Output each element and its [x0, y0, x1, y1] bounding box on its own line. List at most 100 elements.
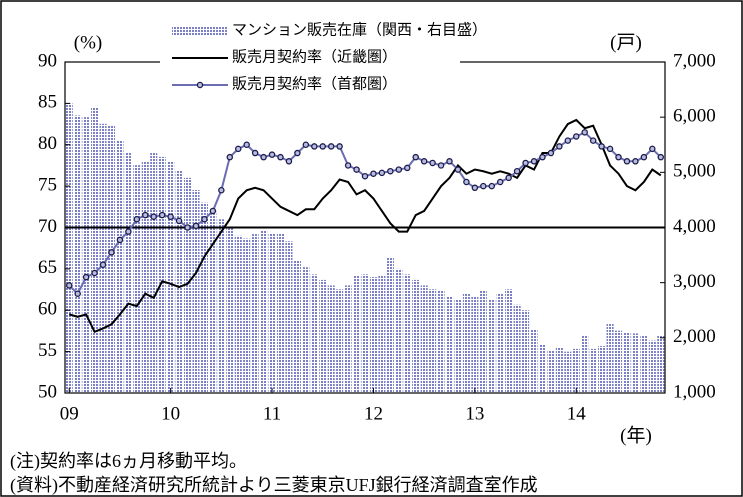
marker: [522, 159, 529, 167]
x-unit: (年): [620, 424, 652, 446]
legend-label: 販売月契約率（近畿圏）: [232, 48, 397, 65]
marker: [640, 153, 648, 161]
marker: [344, 162, 352, 169]
bar: [327, 285, 335, 393]
bar: [657, 335, 665, 393]
marker: [598, 143, 605, 150]
bar: [403, 274, 411, 393]
marker: [251, 149, 259, 157]
note: (注)契約率は6ヵ月移動平均。: [10, 451, 247, 472]
marker: [378, 169, 386, 177]
bar: [631, 333, 639, 393]
bar: [378, 275, 386, 393]
bar: [581, 335, 589, 393]
bar: [99, 123, 107, 393]
marker: [218, 187, 225, 194]
bar: [353, 275, 361, 393]
bar: [429, 289, 437, 393]
marker: [370, 170, 377, 177]
marker: [606, 145, 614, 153]
bar: [141, 161, 149, 393]
bar: [260, 230, 268, 393]
bar: [395, 268, 403, 393]
marker: [556, 143, 563, 150]
marker: [142, 211, 149, 219]
bar: [513, 304, 521, 393]
y2-tick-label: 5,000: [673, 161, 716, 182]
bar: [124, 153, 132, 393]
marker: [108, 249, 115, 256]
y2-tick-label: 4,000: [673, 216, 716, 237]
y-tick-label: 75: [38, 174, 57, 195]
y2-tick-label: 1,000: [673, 381, 716, 402]
bar: [640, 335, 648, 393]
marker: [311, 143, 318, 150]
bar: [479, 290, 487, 393]
line: [68, 118, 662, 334]
marker: [336, 143, 343, 150]
marker: [285, 158, 293, 165]
bar: [293, 260, 301, 393]
marker: [615, 153, 622, 161]
marker: [158, 211, 166, 219]
marker: [277, 153, 284, 161]
y-tick-label: 80: [38, 133, 57, 154]
marker: [234, 145, 242, 153]
marker: [437, 162, 445, 169]
bar: [538, 344, 547, 393]
bar: [192, 189, 200, 393]
marker: [125, 228, 132, 235]
marker: [116, 236, 124, 244]
marker: [133, 215, 141, 223]
legend-label: マンション販売在庫（関西・右目盛）: [232, 21, 487, 38]
left-unit: (%): [74, 32, 102, 53]
marker: [420, 158, 428, 165]
marker: [649, 145, 656, 153]
marker: [471, 184, 479, 192]
marker: [353, 166, 360, 173]
marker: [226, 153, 234, 161]
marker: [243, 141, 250, 148]
marker: [581, 129, 588, 136]
bar: [209, 210, 217, 393]
bar: [158, 156, 166, 393]
marker: [184, 224, 191, 231]
marker: [496, 178, 504, 186]
bar: [302, 267, 310, 393]
bar: [361, 274, 369, 393]
marker: [150, 213, 157, 220]
y-tick-label: 85: [38, 92, 57, 113]
bar: [74, 115, 82, 394]
marker: [488, 182, 496, 190]
bar: [555, 347, 563, 393]
legend-swatch: [172, 26, 228, 36]
bar: [336, 289, 344, 393]
marker: [91, 269, 98, 277]
bar: [344, 285, 352, 393]
y2-tick-label: 3,000: [673, 271, 716, 292]
y2-tick-label: 7,000: [673, 50, 716, 71]
marker: [82, 273, 90, 281]
marker: [657, 153, 665, 161]
y-tick-label: 60: [38, 299, 57, 320]
bar: [445, 296, 454, 393]
bar: [226, 227, 234, 393]
bar: [276, 233, 285, 393]
marker: [294, 149, 301, 157]
bar: [285, 241, 293, 393]
y-tick-label: 65: [38, 257, 57, 278]
marker: [429, 159, 436, 167]
marker: [260, 153, 267, 161]
line: [68, 131, 662, 296]
marker: [361, 172, 369, 180]
bar: [91, 107, 99, 393]
bar: [454, 299, 462, 393]
marker: [412, 153, 419, 161]
x-tick-label: 09: [60, 403, 79, 424]
marker: [573, 133, 580, 140]
marker: [404, 164, 411, 172]
bar: [107, 125, 116, 394]
marker: [463, 178, 470, 186]
bar: [648, 340, 656, 393]
bar: [319, 279, 327, 393]
